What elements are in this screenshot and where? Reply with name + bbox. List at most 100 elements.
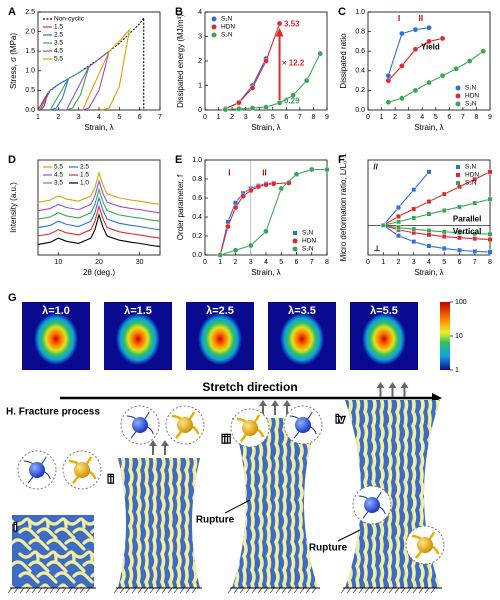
point (396, 233, 401, 239)
point (217, 252, 224, 258)
series-line (225, 23, 281, 110)
series-line (65, 49, 111, 111)
domain (257, 418, 264, 588)
hatch (406, 587, 412, 594)
point (385, 77, 392, 84)
series-line (383, 224, 491, 241)
point (278, 185, 285, 192)
stage-label: ii (108, 475, 114, 486)
annotation: II (262, 168, 266, 177)
hatch (137, 587, 143, 594)
legend-label: S₂N (465, 180, 477, 187)
domain (90, 527, 94, 540)
x-tick-label: 9 (488, 114, 492, 121)
domain (64, 560, 86, 573)
rupture-label: Rupture (309, 543, 348, 554)
legend-swatch (292, 246, 298, 252)
x-tick-label: 4 (257, 114, 261, 121)
point (439, 72, 446, 79)
point (487, 237, 493, 242)
x-tick-label: 2 (393, 114, 397, 121)
series-line (382, 171, 430, 226)
nanoparticle (417, 537, 433, 553)
legend-label: 1.5 (54, 24, 63, 31)
domain (18, 571, 40, 584)
point (426, 199, 432, 204)
domain (426, 400, 433, 588)
x-tick-label: 1 (380, 114, 384, 121)
x-tick-label: 8 (474, 114, 478, 121)
domain (28, 538, 50, 551)
point (308, 166, 315, 173)
point (303, 77, 310, 84)
point (399, 95, 405, 102)
x-tick-label: 8 (325, 259, 329, 266)
point (411, 226, 417, 232)
domain (54, 571, 76, 584)
domain (54, 527, 76, 540)
series-line (37, 92, 49, 111)
point (457, 235, 462, 241)
hatch (143, 587, 149, 594)
hatch (227, 587, 233, 594)
hatch (287, 587, 293, 594)
panel-label: F (338, 154, 345, 166)
hatch (149, 587, 155, 594)
panel-label: A (8, 6, 16, 18)
y-tick-label: 0.0 (25, 107, 35, 114)
point (396, 214, 401, 219)
x-tick-label: 3 (249, 259, 253, 266)
growth-arrow-head (275, 27, 284, 37)
hatch (376, 587, 382, 594)
series-line (383, 224, 491, 235)
y-tick-label: 0.4 (192, 214, 202, 221)
domain (191, 458, 198, 588)
x-tick-label: 8 (488, 259, 492, 266)
legend-swatch (456, 165, 460, 169)
y-axis-label: Intensity (a.u.) (9, 182, 18, 233)
point (290, 92, 296, 99)
x-tick-label: 6 (295, 259, 299, 266)
hatch (73, 587, 79, 594)
point (441, 191, 447, 197)
y-tick-label: 4 (198, 9, 202, 16)
domain (82, 538, 94, 551)
x-tick-label: 5 (279, 259, 283, 266)
hatch (299, 587, 305, 594)
point (411, 239, 417, 245)
section-title: H. Fracture process (6, 407, 100, 418)
hatch (191, 587, 197, 594)
legend-swatch (455, 85, 461, 91)
legend-swatch (293, 231, 297, 235)
point (472, 249, 478, 254)
hatch (13, 587, 19, 594)
y-tick-label: 1.0 (355, 9, 365, 16)
domain (12, 560, 32, 573)
point (263, 228, 269, 235)
domain (82, 560, 94, 573)
caption: Stretch direction (202, 380, 297, 394)
pull-arrow-head (388, 382, 397, 388)
hatch (31, 587, 37, 594)
annotation: // (373, 163, 378, 172)
y-tick-label: 0.0 (192, 252, 202, 259)
point (487, 231, 493, 237)
y-tick-label: 2 (198, 58, 202, 65)
x-tick-label: 4 (264, 259, 268, 266)
domain (135, 458, 142, 588)
hatch (293, 587, 299, 594)
domain (72, 527, 94, 540)
y-tick-label: 0.6 (192, 195, 202, 202)
hatch (430, 587, 436, 594)
point (466, 58, 473, 64)
point (426, 24, 432, 31)
point (385, 99, 392, 105)
x-tick-label: 4 (97, 114, 101, 121)
point (457, 204, 462, 210)
hatch (185, 587, 191, 594)
point (396, 205, 401, 210)
nanoparticle (29, 462, 45, 478)
colorbar-tick-label: 1 (455, 367, 459, 374)
legend-swatch (292, 238, 298, 244)
